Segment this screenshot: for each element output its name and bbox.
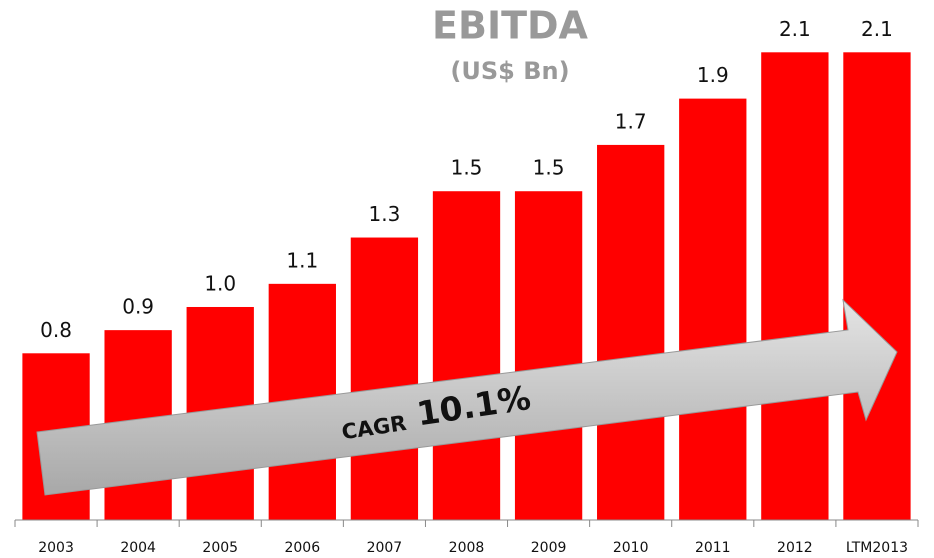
value-label: 1.1 xyxy=(286,248,318,272)
value-label: 1.5 xyxy=(451,156,483,180)
value-label: 0.9 xyxy=(122,295,154,319)
x-tick-label: 2004 xyxy=(120,540,156,556)
bar xyxy=(761,52,829,520)
value-label: 1.5 xyxy=(533,156,565,180)
value-label: 1.3 xyxy=(369,202,401,226)
value-label: 2.1 xyxy=(779,17,811,41)
bar xyxy=(843,52,911,520)
chart-title: EBITDA xyxy=(432,4,589,48)
chart-subtitle: (US$ Bn) xyxy=(450,57,569,85)
value-label: 2.1 xyxy=(861,17,893,41)
bar xyxy=(597,144,665,520)
x-tick-label: 2007 xyxy=(367,540,403,556)
x-tick-label: 2011 xyxy=(695,540,731,556)
value-label: 0.8 xyxy=(40,318,72,342)
x-tick-label: 2005 xyxy=(202,540,238,556)
x-tick-label: 2012 xyxy=(777,540,813,556)
bar xyxy=(514,191,583,520)
value-label: 1.9 xyxy=(697,63,729,87)
bar xyxy=(679,98,747,520)
value-label: 1.0 xyxy=(204,271,236,295)
x-tick-label: LTM2013 xyxy=(846,540,908,556)
value-label: 1.7 xyxy=(615,109,647,133)
cagr-arrow xyxy=(36,298,898,496)
bar xyxy=(432,191,501,520)
x-tick-label: 2006 xyxy=(284,540,320,556)
x-tick-label: 2003 xyxy=(38,540,74,556)
bars xyxy=(22,52,911,520)
x-tick-label: 2010 xyxy=(613,540,649,556)
bar xyxy=(350,237,419,520)
x-tick-label: 2008 xyxy=(449,540,485,556)
x-tick-label: 2009 xyxy=(531,540,567,556)
